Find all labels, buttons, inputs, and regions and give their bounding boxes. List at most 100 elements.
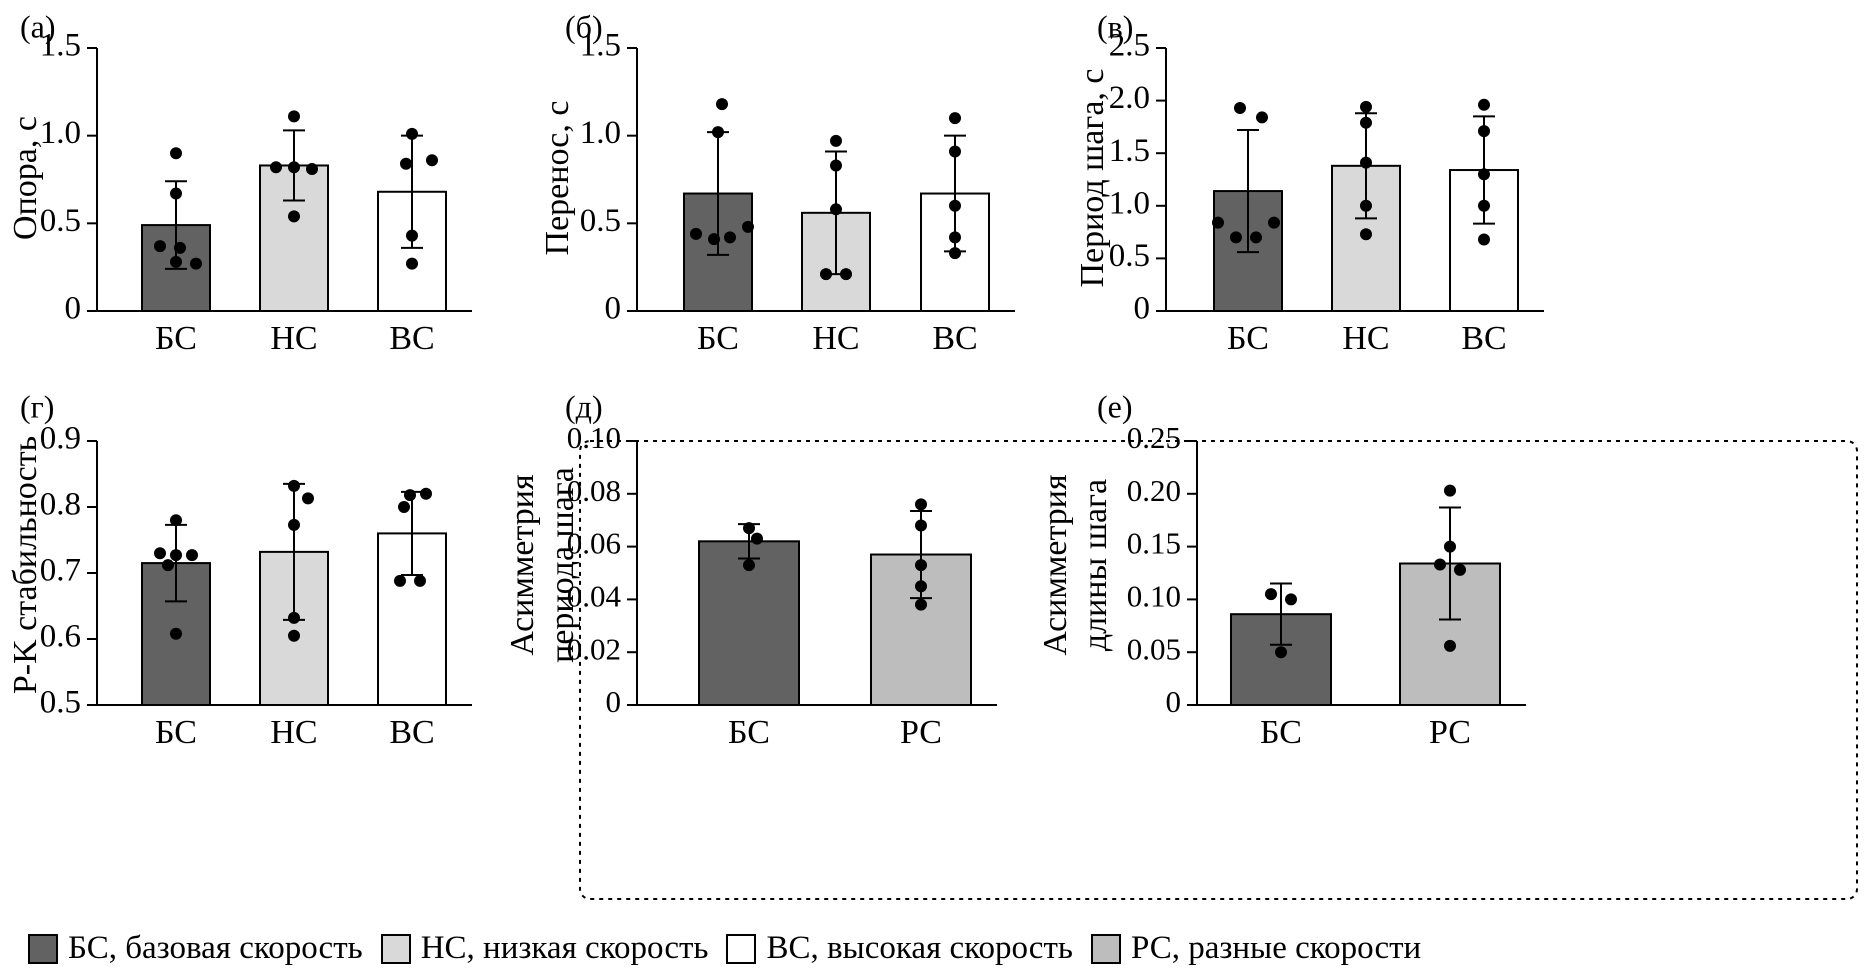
data-point (830, 203, 842, 216)
data-point (1230, 231, 1242, 244)
data-point (1444, 484, 1456, 497)
data-point (1478, 168, 1490, 181)
data-point (1434, 558, 1446, 571)
y-tick-label: 0 (65, 291, 82, 327)
panel-3: (в) Период шага, с 0 0.5 1.0 1.5 2.0 2.5 БС НС ВС (1074, 8, 1544, 357)
panel-label: (д) (565, 388, 603, 424)
y-tick-label: 0.10 (567, 420, 621, 455)
y-tick-label: 0.15 (1127, 526, 1181, 561)
data-point (406, 257, 418, 270)
y-tick-label: 0.6 (40, 619, 81, 655)
y-axis-title: Опора, с (7, 116, 44, 240)
data-point (190, 257, 202, 270)
legend-item-rs: РС, разные скорости (1090, 930, 1421, 967)
data-point (743, 522, 755, 535)
panel-label: (г) (20, 388, 54, 424)
x-tick-label: БС (155, 320, 197, 357)
data-point (288, 110, 300, 123)
data-point (170, 187, 182, 200)
data-point (1265, 588, 1277, 601)
y-tick-label: 1.5 (1109, 133, 1150, 169)
legend-swatch-ns (380, 933, 411, 964)
data-point (1478, 125, 1490, 138)
x-tick-label: БС (728, 714, 770, 751)
data-point (915, 580, 927, 593)
legend-label-ns: НС, низкая скорость (420, 930, 709, 966)
data-point (170, 549, 182, 562)
data-point (742, 220, 754, 233)
legend: БС, базовая скорость НС, низкая скорость… (28, 930, 1439, 967)
x-tick-label: ВС (389, 714, 434, 751)
y-axis-title-line: Асимметрия (504, 474, 541, 656)
data-point (406, 229, 418, 242)
data-point (1250, 231, 1262, 244)
panel-5: (д) Асимметрия периода шага 0 0.02 0.04 0.06 0.… (504, 388, 997, 751)
panel-label: (в) (1097, 8, 1133, 44)
data-point (1285, 593, 1297, 606)
data-point (406, 127, 418, 140)
data-point (414, 574, 426, 587)
y-tick-label: 0.9 (40, 421, 81, 457)
data-point (690, 227, 702, 240)
y-tick-label: 0.20 (1127, 473, 1181, 508)
data-point (170, 514, 182, 527)
y-tick-label: 0.04 (567, 579, 622, 614)
data-point (1360, 199, 1372, 212)
data-point (840, 268, 852, 281)
bar-РС (1399, 562, 1501, 706)
y-tick-label: 0.5 (40, 203, 81, 239)
y-tick-label: 2.5 (1109, 28, 1150, 64)
data-point (170, 255, 182, 268)
legend-swatch-rs (1090, 933, 1121, 964)
data-point (712, 126, 724, 139)
data-point (270, 161, 282, 174)
y-axis-title-line: Асимметрия (1037, 474, 1074, 656)
data-point (186, 549, 198, 562)
legend-label-vs: ВС, высокая скорость (766, 930, 1073, 966)
data-point (426, 154, 438, 167)
y-tick-label: 0.5 (580, 203, 621, 239)
panel-6: (е) Асимметрия длины шага 0 0.05 0.10 0.15 0.20… (1037, 388, 1526, 751)
data-point (154, 547, 166, 560)
figure: (а) Опора, с 0 0.5 1.0 1.5 БС НС ВС (б) Перенос, с… (7, 8, 1858, 900)
data-point (1256, 111, 1268, 124)
data-point (420, 487, 432, 500)
data-point (162, 559, 174, 572)
y-tick-label: 0.05 (1127, 631, 1181, 666)
data-point (306, 162, 318, 175)
data-point (915, 598, 927, 611)
y-axis-title: P-K стабильность (7, 436, 44, 694)
y-tick-label: 1.0 (1109, 185, 1150, 221)
panel-label: (б) (565, 8, 603, 44)
data-point (404, 489, 416, 502)
legend-swatch-vs (726, 933, 757, 964)
y-tick-label: 0.7 (40, 553, 81, 589)
data-point (915, 498, 927, 511)
y-tick-label: 1.0 (40, 115, 81, 151)
y-tick-label: 0.08 (567, 473, 621, 508)
y-tick-label: 0.02 (567, 631, 621, 666)
data-point (751, 532, 763, 545)
data-point (915, 559, 927, 572)
data-point (1478, 98, 1490, 111)
x-tick-label: БС (1260, 714, 1302, 751)
data-point (1212, 216, 1224, 229)
data-point (949, 247, 961, 260)
data-point (288, 518, 300, 531)
x-tick-label: НС (270, 320, 317, 357)
data-point (174, 241, 186, 254)
x-tick-label: НС (812, 320, 859, 357)
panel-2: (б) Перенос, с 0 0.5 1.0 1.5 БС НС ВС (539, 8, 1015, 357)
data-point (949, 112, 961, 125)
data-point (1454, 563, 1466, 576)
data-point (1478, 233, 1490, 246)
data-point (949, 199, 961, 212)
data-point (1234, 101, 1246, 114)
data-point (288, 479, 300, 492)
legend-swatch-bs (28, 933, 58, 964)
data-point (716, 98, 728, 111)
data-point (288, 611, 300, 624)
y-tick-label: 0.25 (1127, 420, 1181, 455)
x-tick-label: НС (270, 714, 317, 751)
panel-label: (е) (1097, 388, 1133, 424)
